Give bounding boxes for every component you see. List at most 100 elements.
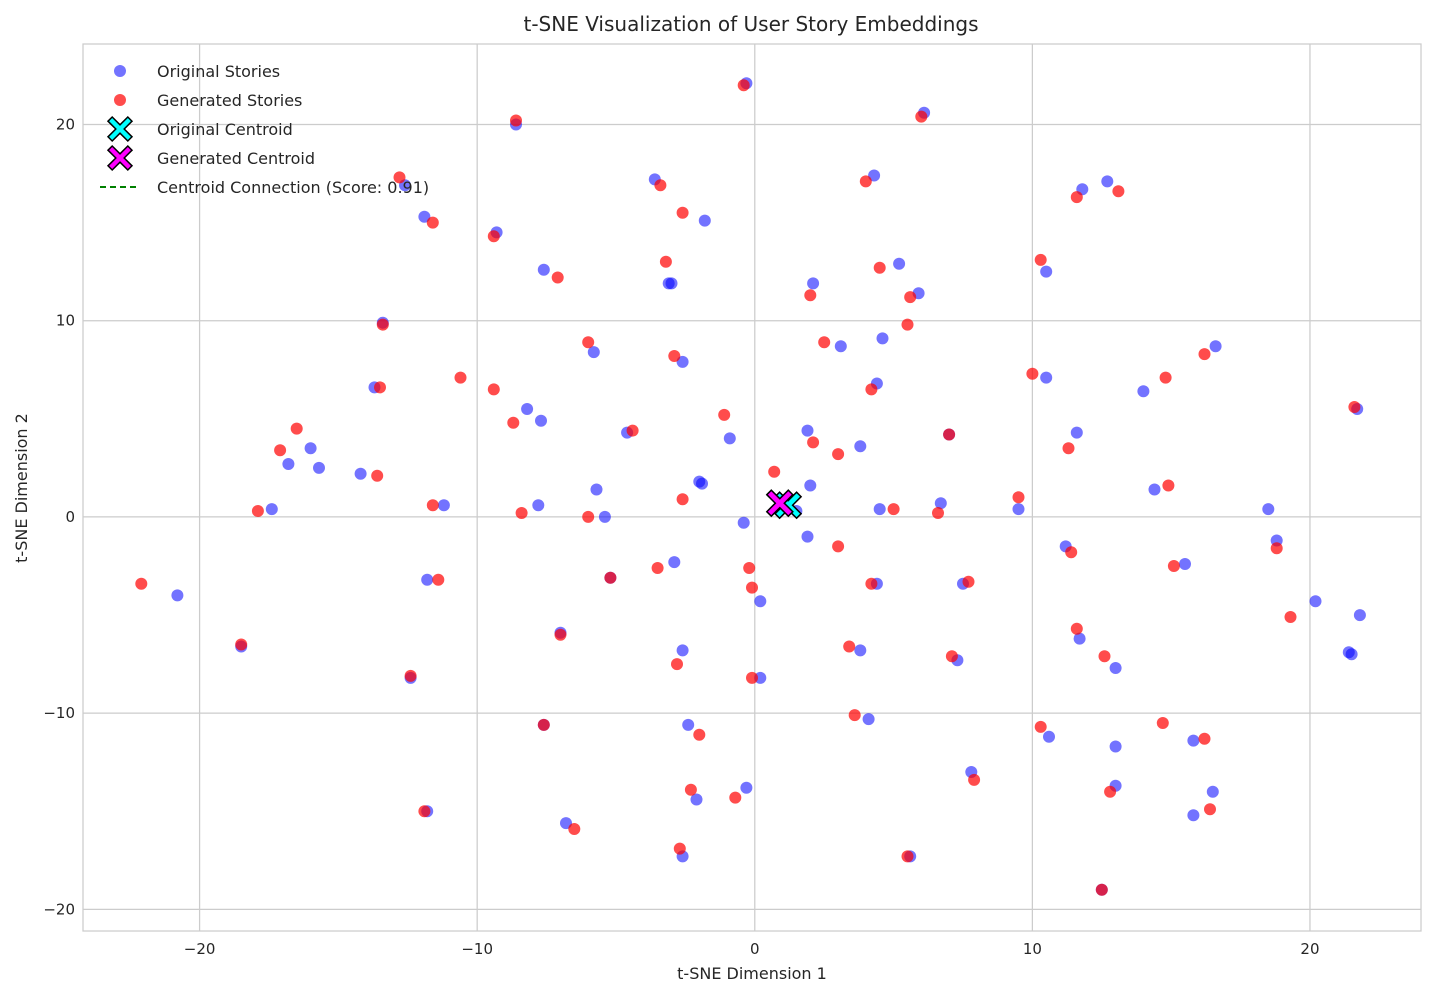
x-tick-label: −10 (461, 940, 493, 958)
original-story-point (668, 556, 681, 569)
generated-story-point (832, 540, 845, 553)
original-story-point (893, 257, 906, 270)
original-story-point (834, 340, 847, 353)
generated-story-point (962, 575, 975, 588)
generated-story-point (865, 577, 878, 590)
generated-story-point (746, 581, 758, 594)
original-story-point (171, 589, 184, 602)
generated-story-point (418, 805, 431, 818)
generated-story-point (454, 371, 467, 384)
generated-story-point (1104, 785, 1117, 798)
generated-story-point (582, 336, 595, 349)
original-story-point (873, 503, 886, 516)
generated-story-point (901, 318, 914, 331)
original-story-point (1109, 740, 1122, 753)
generated-story-point (507, 416, 520, 429)
generated-story-point (1065, 546, 1078, 559)
original-story-point (723, 432, 736, 445)
generated-story-point (651, 562, 664, 574)
original-story-point (934, 497, 947, 510)
generated-story-point (1348, 401, 1361, 413)
original-story-point (854, 644, 867, 657)
y-tick-label: 20 (56, 115, 75, 133)
y-axis-label: t-SNE Dimension 2 (12, 413, 31, 563)
generated-story-point (676, 206, 689, 219)
generated-story-point (832, 448, 845, 461)
original-story-point (698, 214, 711, 227)
original-story-point (313, 461, 325, 474)
legend-label: Generated Stories (157, 91, 302, 110)
y-tick-label: −20 (43, 900, 75, 918)
generated-story-point (671, 658, 683, 671)
original-story-point (1070, 426, 1083, 439)
generated-centroid-marker (765, 489, 794, 518)
generated-story-point (859, 175, 872, 188)
original-story-point (1179, 558, 1191, 570)
legend: Original Stories Generated Stories Origina… (100, 62, 429, 197)
x-tick-label: 20 (1300, 940, 1319, 958)
original-story-point (665, 277, 678, 290)
original-story-point (676, 355, 689, 368)
original-story-point (807, 277, 820, 290)
plot-area-border (82, 43, 1422, 932)
generated-story-point (654, 179, 667, 192)
original-story-point (862, 713, 875, 726)
generated-story-point (510, 114, 522, 127)
generated-story-point (426, 499, 439, 512)
original-story-point (868, 169, 881, 182)
generated-story-point (968, 773, 981, 786)
original-story-point (598, 510, 611, 523)
original-story-point (854, 440, 867, 453)
original-story-point (876, 332, 889, 345)
original-story-point (265, 503, 278, 516)
generated-story-point (673, 842, 686, 855)
generated-story-point (568, 823, 581, 835)
x-tick-label: −20 (184, 940, 216, 958)
generated-story-point (1095, 883, 1108, 896)
legend-label: Original Centroid (157, 120, 293, 139)
generated-story-point (865, 383, 878, 396)
generated-story-point (943, 428, 956, 441)
original-story-point (304, 442, 317, 455)
original-story-point (1209, 340, 1222, 353)
original-story-point (1073, 632, 1086, 645)
generated-story-point (768, 465, 781, 478)
original-story-point (1206, 785, 1219, 798)
original-story-point (1353, 609, 1366, 622)
legend-marker (114, 94, 126, 106)
original-story-point (1262, 503, 1275, 516)
original-story-point (521, 403, 534, 415)
generated-story-point (901, 850, 914, 863)
generated-story-point (582, 510, 595, 523)
x-tick-label: 10 (1023, 940, 1042, 958)
original-story-point (801, 424, 814, 437)
generated-story-point (290, 422, 303, 435)
chart-title: t-SNE Visualization of User Story Embedd… (523, 12, 978, 36)
generated-story-point (626, 424, 639, 437)
generated-story-point (1034, 720, 1047, 733)
generated-story-point (746, 671, 758, 684)
centroids (765, 489, 803, 520)
original-story-point (740, 781, 753, 794)
original-story-point (1187, 734, 1200, 747)
generated-story-point (743, 562, 756, 574)
original-story-point (282, 458, 295, 470)
original-story-point (437, 499, 450, 512)
original-story-point (754, 595, 767, 608)
original-story-point (1148, 483, 1161, 496)
legend-marker (106, 115, 134, 143)
generated-story-point (135, 577, 148, 590)
generated-story-point (1062, 442, 1075, 455)
generated-story-point (404, 669, 417, 682)
grid-lines (83, 44, 1421, 931)
generated-story-point (537, 718, 550, 731)
original-story-point (682, 718, 695, 731)
original-story-point (1187, 809, 1200, 822)
generated-story-point (1204, 803, 1216, 816)
original-story-point (535, 414, 547, 427)
generated-story-point (604, 571, 617, 584)
generated-story-point (848, 709, 861, 722)
original-story-point (1043, 730, 1055, 743)
generated-story-point (807, 436, 820, 449)
